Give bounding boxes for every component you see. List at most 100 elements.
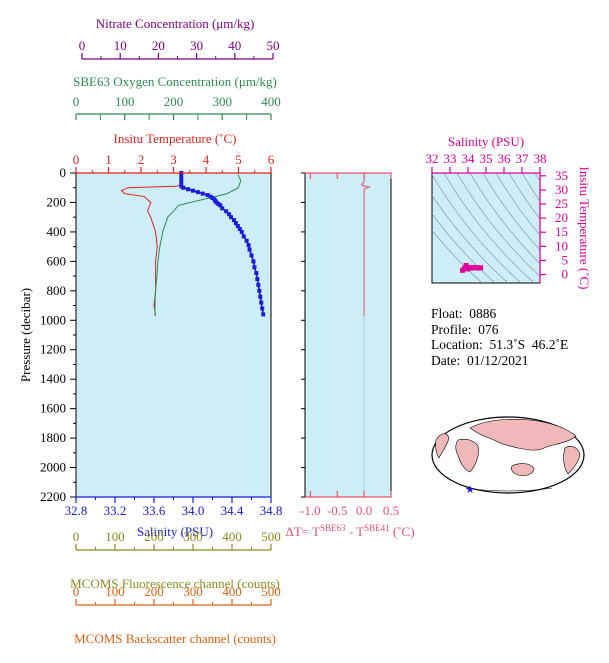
salinity-point: [195, 190, 200, 195]
salinity-ticks: 32.8 33.2 33.6 34.0 34.4 34.8: [65, 497, 283, 518]
float-info-block: Float: 0886 Profile: 076 Location: 51.3˚…: [431, 306, 568, 368]
temperature-tick-label: 4: [203, 152, 210, 167]
salinity-point: [229, 215, 234, 220]
salinity-point: [231, 218, 236, 223]
salinity-point: [251, 259, 256, 264]
oxygen-tick-label: 200: [164, 94, 184, 109]
ts-plot-background: [431, 172, 541, 284]
delta-t-ticks: -1.0 -0.5 0.0 0.5: [300, 173, 399, 518]
pressure-tick-label: 200: [47, 194, 67, 209]
oxygen-tick-label: 300: [213, 94, 233, 109]
ts-salinity-tick-label: 33: [444, 151, 457, 166]
nitrate-tick-label: 10: [114, 38, 127, 53]
salinity-tick-label: 34.8: [260, 503, 283, 518]
oxygen-tick-label: 0: [73, 94, 80, 109]
isopycnal-line: [534, 173, 540, 182]
temperature-tick-label: 5: [235, 152, 242, 167]
fluorescence-tick-label: 400: [222, 529, 242, 544]
ts-point: [461, 265, 467, 271]
main-plot-background: [75, 172, 272, 498]
pressure-tick-label: 800: [47, 283, 67, 298]
float-value: 0886: [469, 306, 497, 321]
salinity-tick-label: 34.4: [221, 503, 244, 518]
backscatter-tick-label: 300: [183, 584, 203, 599]
backscatter-tick-label: 100: [105, 584, 125, 599]
oxygen-axis: SBE63 Oxygen Concentration (μm/kg) 0 100 2…: [73, 74, 281, 120]
ts-temperature-tick-label: 35: [555, 168, 568, 183]
oxygen-tick-label: 100: [115, 94, 135, 109]
pressure-tick-label: 1800: [40, 430, 66, 445]
date-label: Date:: [431, 352, 461, 368]
delta-t-tick-label: -0.5: [327, 503, 348, 518]
map-land-australia: [511, 463, 535, 476]
salinity-point: [200, 191, 205, 196]
fluorescence-tick-label: 500: [261, 529, 281, 544]
nitrate-ticks: 0 10 20 30 40 50: [79, 38, 280, 59]
temperature-tick-label: 6: [268, 152, 275, 167]
ts-salinity-tick-label: 36: [498, 151, 512, 166]
isopycnal-line: [482, 173, 540, 251]
temperature-axis-label: Insitu Temperature (˚C): [113, 131, 236, 146]
pressure-ticks: 0 200 400 600 800 1000 1200 1400 1600 1800 2000 220…: [40, 165, 305, 504]
isopycnal-line: [432, 194, 509, 283]
temperature-tick-label: 3: [170, 152, 177, 167]
salinity-point: [239, 229, 244, 234]
temperature-tick-label: 0: [73, 152, 80, 167]
salinity-point: [260, 306, 265, 311]
salinity-tick-label: 33.6: [143, 503, 166, 518]
map-land-eurasia: [469, 418, 577, 451]
salinity-point: [224, 209, 229, 214]
salinity-point: [246, 243, 251, 248]
isopycnal-line: [521, 173, 540, 202]
ts-salinity-tick-label: 34: [462, 151, 476, 166]
oxygen-axis-label: SBE63 Oxygen Concentration (μm/kg): [73, 74, 277, 89]
pressure-tick-label: 1000: [40, 312, 66, 327]
pressure-tick-label: 1600: [40, 401, 66, 416]
fluorescence-tick-label: 300: [183, 529, 203, 544]
nitrate-tick-label: 50: [267, 38, 280, 53]
main-profile-panel: Nitrate Concentration (μm/kg) 0 10 20 30 40 5…: [18, 16, 305, 646]
fluorescence-tick-label: 100: [105, 529, 125, 544]
profile-value: 076: [478, 321, 499, 337]
fluorescence-axis-label: MCOMS Fluorescence channel (counts): [70, 576, 280, 591]
location-value: 51.3˚S 46.2˚E: [489, 337, 569, 352]
ts-temperature-axis-label: Insitu Temperature (˚C): [577, 166, 592, 289]
ts-temperature-tick-label: 15: [555, 224, 568, 239]
nitrate-tick-label: 40: [228, 38, 241, 53]
pressure-tick-label: 400: [47, 224, 67, 239]
delta-t-tick-label: 0.5: [383, 503, 399, 518]
ts-points-layer: [460, 263, 484, 273]
salinity-point: [220, 206, 225, 211]
backscatter-axis: 0 100 200 300 400 500 MCOMS Backscatter chann…: [73, 584, 281, 646]
date-row: Date: 01/12/2021: [431, 353, 568, 369]
fluorescence-tick-label: 200: [144, 529, 164, 544]
profile-label: Profile:: [431, 321, 472, 337]
nitrate-axis: Nitrate Concentration (μm/kg) 0 10 20 30 40 5…: [79, 16, 280, 60]
ts-temperature-tick-label: 25: [555, 196, 568, 211]
salinity-point: [249, 253, 254, 258]
location-label: Location:: [431, 337, 483, 352]
nitrate-tick-label: 20: [152, 38, 165, 53]
delta-t-panel: -1.0 -0.5 0.0 0.5 ΔT= TSBE63 - TSBE41 (˚C): [285, 172, 415, 539]
pressure-tick-label: 2200: [40, 489, 66, 504]
salinity-point: [218, 203, 223, 208]
pressure-tick-label: 1200: [40, 342, 66, 357]
ts-temperature-tick-label: 30: [555, 182, 568, 197]
map-land-africa: [455, 438, 479, 473]
salinity-point: [256, 282, 261, 287]
ts-temperature-tick-label: 0: [562, 267, 569, 282]
ts-salinity-tick-label: 37: [516, 151, 530, 166]
salinity-point: [258, 294, 263, 299]
profile-row: Profile: 076: [431, 322, 568, 338]
pressure-axis: Pressure (decibar) 0 200 400 600 800 1000 1200…: [18, 165, 305, 504]
salinity-point: [227, 212, 232, 217]
salinity-point: [254, 271, 259, 276]
ts-temperature-tick-label: 10: [555, 238, 568, 253]
salinity-point: [261, 312, 266, 317]
salinity-axis-label: Salinity (PSU): [137, 524, 213, 539]
salinity-point: [241, 234, 246, 239]
salinity-tick-label: 33.2: [104, 503, 127, 518]
isopycnal-line: [443, 173, 535, 283]
